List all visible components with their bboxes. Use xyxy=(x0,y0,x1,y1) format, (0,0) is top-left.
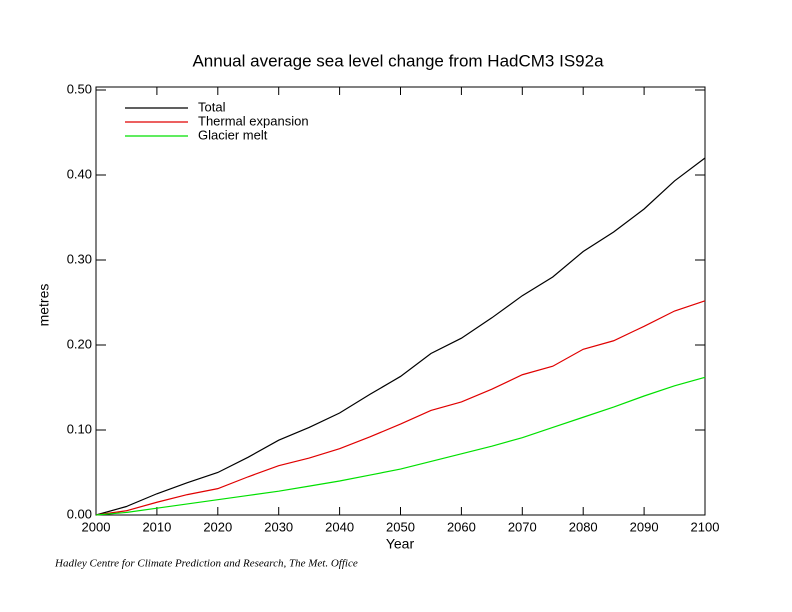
series-line xyxy=(95,376,706,516)
y-tick-label: 0.30 xyxy=(67,251,92,266)
y-tick-label: 0.20 xyxy=(67,336,92,351)
source-note: Hadley Centre for Climate Prediction and… xyxy=(54,558,358,570)
legend-label: Total xyxy=(198,99,226,114)
y-tick-label: 0.10 xyxy=(67,421,92,436)
x-tick-label: 2090 xyxy=(630,519,659,534)
x-tick-label: 2060 xyxy=(447,519,476,534)
x-tick-label: 2010 xyxy=(142,519,171,534)
x-tick-label: 2080 xyxy=(569,519,598,534)
legend-label: Glacier melt xyxy=(198,127,268,142)
y-tick-label: 0.00 xyxy=(67,506,92,521)
x-tick-label: 2070 xyxy=(508,519,537,534)
x-tick-label: 2100 xyxy=(691,519,720,534)
legend-label: Thermal expansion xyxy=(198,113,309,128)
y-tick-label: 0.50 xyxy=(67,81,92,96)
x-axis-label: Year xyxy=(386,536,415,552)
series-line xyxy=(95,157,706,516)
x-tick-label: 2000 xyxy=(82,519,111,534)
x-tick-label: 2020 xyxy=(203,519,232,534)
chart-title: Annual average sea level change from Had… xyxy=(192,51,604,70)
x-tick-label: 2040 xyxy=(325,519,354,534)
y-axis-label: metres xyxy=(36,284,52,327)
x-tick-label: 2030 xyxy=(264,519,293,534)
y-tick-label: 0.40 xyxy=(67,166,92,181)
series-line xyxy=(95,300,706,516)
x-tick-label: 2050 xyxy=(386,519,415,534)
